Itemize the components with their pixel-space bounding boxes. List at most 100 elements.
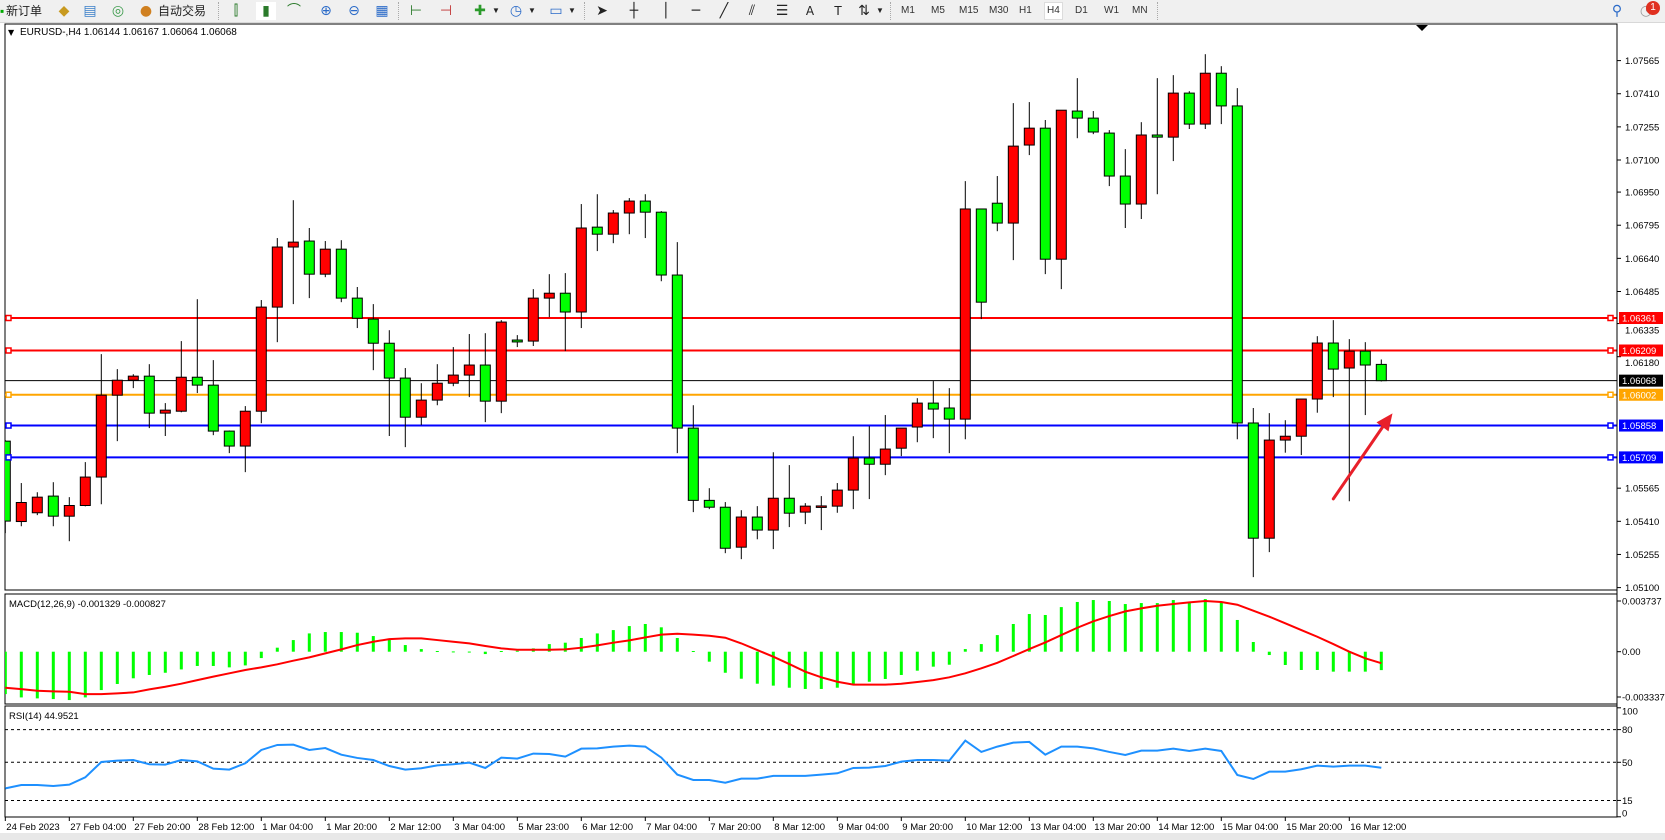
macd-histogram-bar xyxy=(915,651,919,671)
price-tick-label: 1.05100 xyxy=(1625,583,1659,594)
level-anchor-handle xyxy=(5,422,12,429)
macd-histogram-bar xyxy=(1347,651,1351,672)
toolbar-separator xyxy=(890,2,891,20)
line-chart-icon[interactable]: ⌒ xyxy=(287,3,301,19)
timeframe-d1[interactable]: D1 xyxy=(1075,5,1088,16)
timeframe-w1[interactable]: W1 xyxy=(1104,5,1119,16)
macd-tick-label: -0.003337 xyxy=(1622,693,1665,704)
candle-body xyxy=(1135,134,1147,205)
timeframe-m30[interactable]: M30 xyxy=(989,5,1009,16)
time-tick-label: 8 Mar 12:00 xyxy=(774,822,825,833)
macd-histogram-bar xyxy=(323,632,327,652)
timeframe-m5[interactable]: M5 xyxy=(931,5,945,16)
macd-histogram-bar xyxy=(595,633,599,652)
templates-icon[interactable]: ▭ xyxy=(549,3,563,19)
price-tick-label: 1.06485 xyxy=(1625,287,1659,298)
indicators-icon[interactable]: ✚ xyxy=(474,3,486,19)
price-tick-label: 1.06180 xyxy=(1625,358,1659,369)
time-tick-label: 15 Mar 04:00 xyxy=(1222,822,1278,833)
equidistant-channel-icon[interactable]: ⫽ xyxy=(748,3,756,19)
zoom-out-icon[interactable]: ⊖ xyxy=(348,3,360,19)
navigator-icon[interactable]: ◎ xyxy=(111,3,125,19)
crosshair-icon[interactable]: ┼ xyxy=(629,3,639,19)
timeframe-m15[interactable]: M15 xyxy=(959,5,979,16)
macd-histogram-bar xyxy=(771,651,775,686)
timeframe-h1[interactable]: H1 xyxy=(1019,5,1032,16)
macd-histogram-bar xyxy=(403,645,407,652)
macd-histogram-bar xyxy=(819,651,823,689)
horizontal-line-icon[interactable]: ─ xyxy=(691,3,701,19)
candlestick-icon[interactable]: ▮ xyxy=(256,2,276,20)
time-tick-label: 13 Mar 20:00 xyxy=(1094,822,1150,833)
autoscroll-icon[interactable]: ⊢ xyxy=(409,3,423,19)
macd-histogram-bar xyxy=(1203,599,1207,652)
macd-histogram-bar xyxy=(451,651,455,653)
search-icon[interactable]: ⚲ xyxy=(1611,3,1623,19)
bar-chart-icon[interactable]: ⫿ xyxy=(233,3,239,19)
auto-trading-icon[interactable]: ● xyxy=(139,3,153,19)
text-label-icon[interactable]: T xyxy=(834,4,842,18)
candle-body xyxy=(991,202,1003,224)
candle-body xyxy=(591,226,603,235)
candle-body xyxy=(1263,439,1275,539)
text-icon[interactable]: A xyxy=(805,4,815,18)
price-tag xyxy=(1619,419,1663,432)
indicators-dropdown-icon[interactable]: ▼ xyxy=(492,6,500,15)
price-pane xyxy=(4,23,1618,591)
candle-body xyxy=(943,407,955,420)
candle-body xyxy=(879,448,891,465)
level-anchor-handle xyxy=(1607,422,1614,429)
arrows-dropdown-icon[interactable]: ▼ xyxy=(876,6,884,15)
timeframe-mn[interactable]: MN xyxy=(1132,5,1148,16)
time-tick-label: 1 Mar 20:00 xyxy=(326,822,377,833)
fibonacci-icon[interactable]: ☰ xyxy=(775,3,789,19)
macd-histogram-bar xyxy=(1059,607,1063,652)
timeframe-h4[interactable]: H4 xyxy=(1044,2,1063,20)
zoom-in-icon[interactable]: ⊕ xyxy=(320,3,332,19)
level-anchor-handle xyxy=(5,391,12,399)
symbol-menu-triangle-icon[interactable]: ▼ xyxy=(8,28,15,37)
candle-body xyxy=(527,297,539,342)
candle-body xyxy=(975,208,987,303)
new-order-icon[interactable]: ▪ xyxy=(0,4,5,18)
candle-body xyxy=(271,246,283,308)
time-tick-label: 10 Mar 12:00 xyxy=(966,822,1022,833)
macd-histogram-bar xyxy=(195,651,199,666)
macd-histogram-bar xyxy=(227,651,231,668)
periods-icon[interactable]: ◷ xyxy=(509,3,523,19)
candle-body xyxy=(5,440,11,522)
tile-windows-icon[interactable]: ▦ xyxy=(375,3,389,19)
cursor-icon[interactable]: ➤ xyxy=(596,3,608,19)
market-watch-icon[interactable]: ◆ xyxy=(58,3,70,19)
timeframe-m1[interactable]: M1 xyxy=(901,5,915,16)
macd-histogram-bar xyxy=(35,651,39,699)
macd-histogram-bar xyxy=(307,633,311,652)
toolbar-separator xyxy=(584,2,585,20)
candle-body xyxy=(143,375,155,414)
level-anchor-handle xyxy=(1607,314,1614,322)
level-anchor-handle xyxy=(1607,347,1614,354)
macd-label: MACD(12,26,9) -0.001329 -0.000827 xyxy=(9,599,166,610)
periods-dropdown-icon[interactable]: ▼ xyxy=(528,6,536,15)
trendline-icon[interactable]: ╱ xyxy=(719,3,729,19)
toolbar-separator xyxy=(218,2,219,20)
macd-histogram-bar xyxy=(979,644,983,652)
vertical-line-icon[interactable]: │ xyxy=(661,3,671,19)
auto-trading-button[interactable]: 自动交易 xyxy=(158,4,207,18)
macd-histogram-bar xyxy=(1299,651,1303,670)
macd-histogram-bar xyxy=(867,651,871,682)
candle-body xyxy=(159,409,171,414)
macd-histogram-bar xyxy=(355,632,359,652)
data-window-icon[interactable]: ▤ xyxy=(83,3,97,19)
price-tag xyxy=(1619,312,1663,325)
templates-dropdown-icon[interactable]: ▼ xyxy=(568,6,576,15)
candle-body xyxy=(639,200,651,213)
notification-badge[interactable]: 1 xyxy=(1646,1,1660,15)
new-order-button[interactable]: 新订单 xyxy=(6,4,43,18)
chart-shift-icon[interactable]: ⊣ xyxy=(439,3,453,19)
candle-body xyxy=(1343,350,1355,369)
candle-body xyxy=(719,506,731,549)
arrows-icon[interactable]: ⇅ xyxy=(858,3,870,19)
price-tag xyxy=(1619,451,1663,464)
